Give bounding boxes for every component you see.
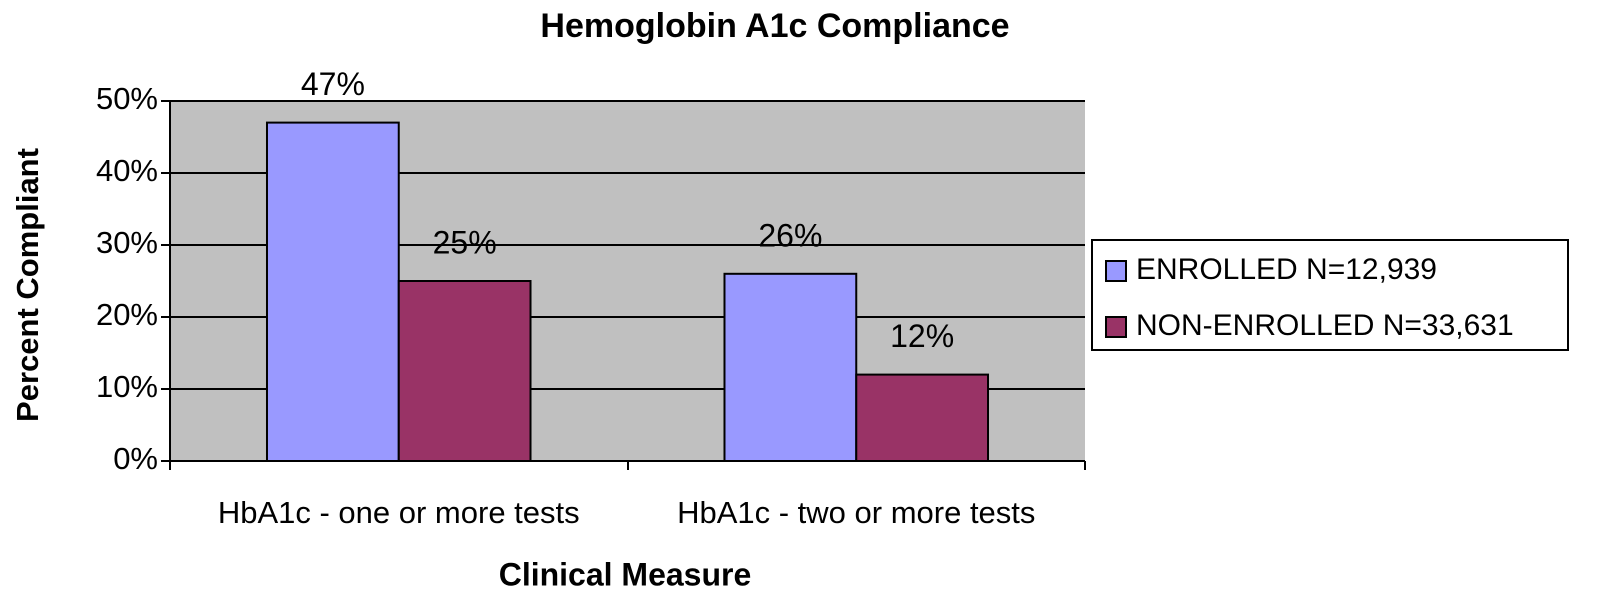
y-tick-label: 50% <box>96 81 158 116</box>
bar <box>855 373 990 463</box>
y-tick-label: 0% <box>113 441 158 476</box>
x-tick-label: HbA1c - one or more tests <box>218 495 580 530</box>
value-label: 47% <box>301 66 365 102</box>
legend-swatch <box>1105 316 1127 338</box>
bar <box>397 280 532 462</box>
x-tick-label: HbA1c - two or more tests <box>677 495 1035 530</box>
bar <box>265 121 400 462</box>
legend-label: ENROLLED N=12,939 <box>1136 253 1437 286</box>
y-tick-label: 10% <box>96 369 158 404</box>
x-axis-title: Clinical Measure <box>499 556 752 592</box>
legend-label: NON-ENROLLED N=33,631 <box>1136 309 1514 342</box>
value-label: 25% <box>433 224 497 260</box>
y-tick-label: 20% <box>96 297 158 332</box>
y-axis-title: Percent Compliant <box>10 148 45 422</box>
legend-box <box>1091 239 1569 351</box>
value-label: 26% <box>758 217 822 253</box>
value-label: 12% <box>890 318 954 354</box>
chart-title: Hemoglobin A1c Compliance <box>540 7 1009 45</box>
y-tick-label: 40% <box>96 153 158 188</box>
chart-layer: 0% 10% 20% 30% 40% 50% HbA1c - one or more tes… <box>96 66 1514 530</box>
legend-swatch <box>1105 260 1127 282</box>
y-tick-label: 30% <box>96 225 158 260</box>
bar <box>723 272 858 462</box>
